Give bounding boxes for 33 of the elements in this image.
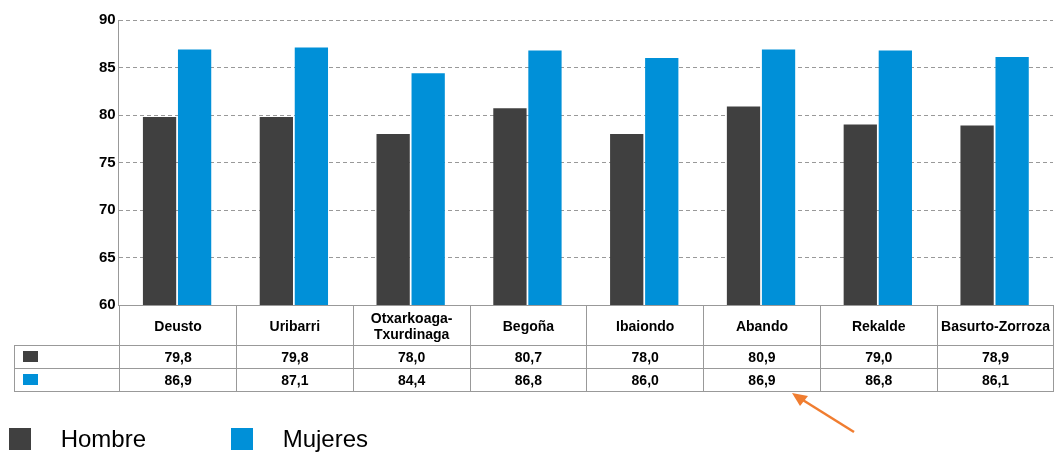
data-label: 86,0	[586, 368, 704, 392]
data-label: 79,8	[236, 345, 354, 369]
data-label: 86,8	[820, 368, 938, 392]
data-label: 86,9	[119, 368, 237, 392]
data-label: 78,0	[353, 345, 471, 369]
legend-label: Mujeres	[282, 425, 369, 453]
y-tick-label: 75	[99, 152, 116, 170]
y-tick-label: 60	[99, 295, 116, 313]
y-tick-label: 80	[99, 105, 116, 123]
data-label: 79,0	[820, 345, 938, 369]
x-tick-label: Begoña	[470, 305, 587, 346]
y-tick-label: 65	[99, 247, 116, 265]
data-label: 84,4	[353, 368, 471, 392]
data-label: 80,7	[470, 345, 587, 369]
data-label: 78,0	[586, 345, 704, 369]
legend-label: Hombre	[60, 425, 147, 453]
x-tick-label: Basurto-Zorroza	[937, 305, 1054, 346]
x-tick-label: Otxarkoaga-Txurdinaga	[353, 305, 471, 346]
data-label: 79,8	[119, 345, 237, 369]
data-label: 87,1	[236, 368, 354, 392]
x-tick-label: Abando	[703, 305, 821, 346]
y-tick-label: 70	[99, 200, 116, 218]
x-tick-label: Deusto	[119, 305, 237, 346]
y-tick-label: 90	[99, 10, 116, 28]
data-label: 86,1	[937, 368, 1054, 392]
data-label: 86,9	[703, 368, 821, 392]
data-label: 78,9	[937, 345, 1054, 369]
data-label: 80,9	[703, 345, 821, 369]
x-tick-label: Rekalde	[820, 305, 938, 346]
x-tick-label: Uribarri	[236, 305, 354, 346]
data-label: 86,8	[470, 368, 587, 392]
y-tick-label: 85	[99, 57, 116, 75]
x-tick-label: Ibaiondo	[586, 305, 704, 346]
